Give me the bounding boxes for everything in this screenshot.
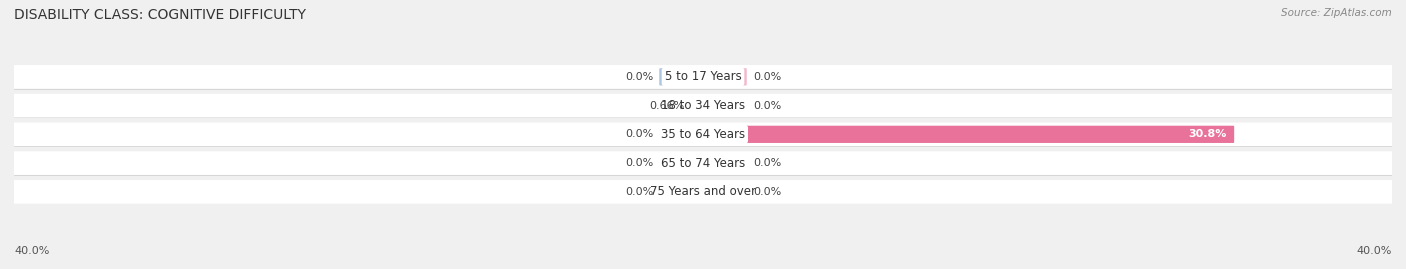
FancyBboxPatch shape <box>659 68 703 86</box>
Text: 0.0%: 0.0% <box>624 129 652 139</box>
FancyBboxPatch shape <box>703 183 747 200</box>
FancyBboxPatch shape <box>703 154 747 172</box>
FancyBboxPatch shape <box>4 180 1402 204</box>
Text: 65 to 74 Years: 65 to 74 Years <box>661 157 745 169</box>
FancyBboxPatch shape <box>703 126 1234 143</box>
Text: 75 Years and over: 75 Years and over <box>650 185 756 198</box>
FancyBboxPatch shape <box>690 97 703 114</box>
Text: 0.0%: 0.0% <box>754 101 782 111</box>
FancyBboxPatch shape <box>703 97 747 114</box>
FancyBboxPatch shape <box>4 65 1402 89</box>
FancyBboxPatch shape <box>4 151 1402 175</box>
Text: 5 to 17 Years: 5 to 17 Years <box>665 70 741 83</box>
FancyBboxPatch shape <box>703 68 747 86</box>
Text: 40.0%: 40.0% <box>14 246 49 256</box>
Text: 0.0%: 0.0% <box>624 187 652 197</box>
Text: 0.0%: 0.0% <box>754 187 782 197</box>
Text: 0.0%: 0.0% <box>624 72 652 82</box>
FancyBboxPatch shape <box>4 123 1402 146</box>
Text: 30.8%: 30.8% <box>1188 129 1226 139</box>
Text: Source: ZipAtlas.com: Source: ZipAtlas.com <box>1281 8 1392 18</box>
Text: DISABILITY CLASS: COGNITIVE DIFFICULTY: DISABILITY CLASS: COGNITIVE DIFFICULTY <box>14 8 307 22</box>
Text: 0.0%: 0.0% <box>754 158 782 168</box>
FancyBboxPatch shape <box>659 183 703 200</box>
Text: 18 to 34 Years: 18 to 34 Years <box>661 99 745 112</box>
Text: 0.0%: 0.0% <box>754 72 782 82</box>
FancyBboxPatch shape <box>659 154 703 172</box>
Text: 40.0%: 40.0% <box>1357 246 1392 256</box>
FancyBboxPatch shape <box>4 94 1402 117</box>
Text: 0.66%: 0.66% <box>650 101 685 111</box>
FancyBboxPatch shape <box>659 126 703 143</box>
Text: 0.0%: 0.0% <box>624 158 652 168</box>
Text: 35 to 64 Years: 35 to 64 Years <box>661 128 745 141</box>
